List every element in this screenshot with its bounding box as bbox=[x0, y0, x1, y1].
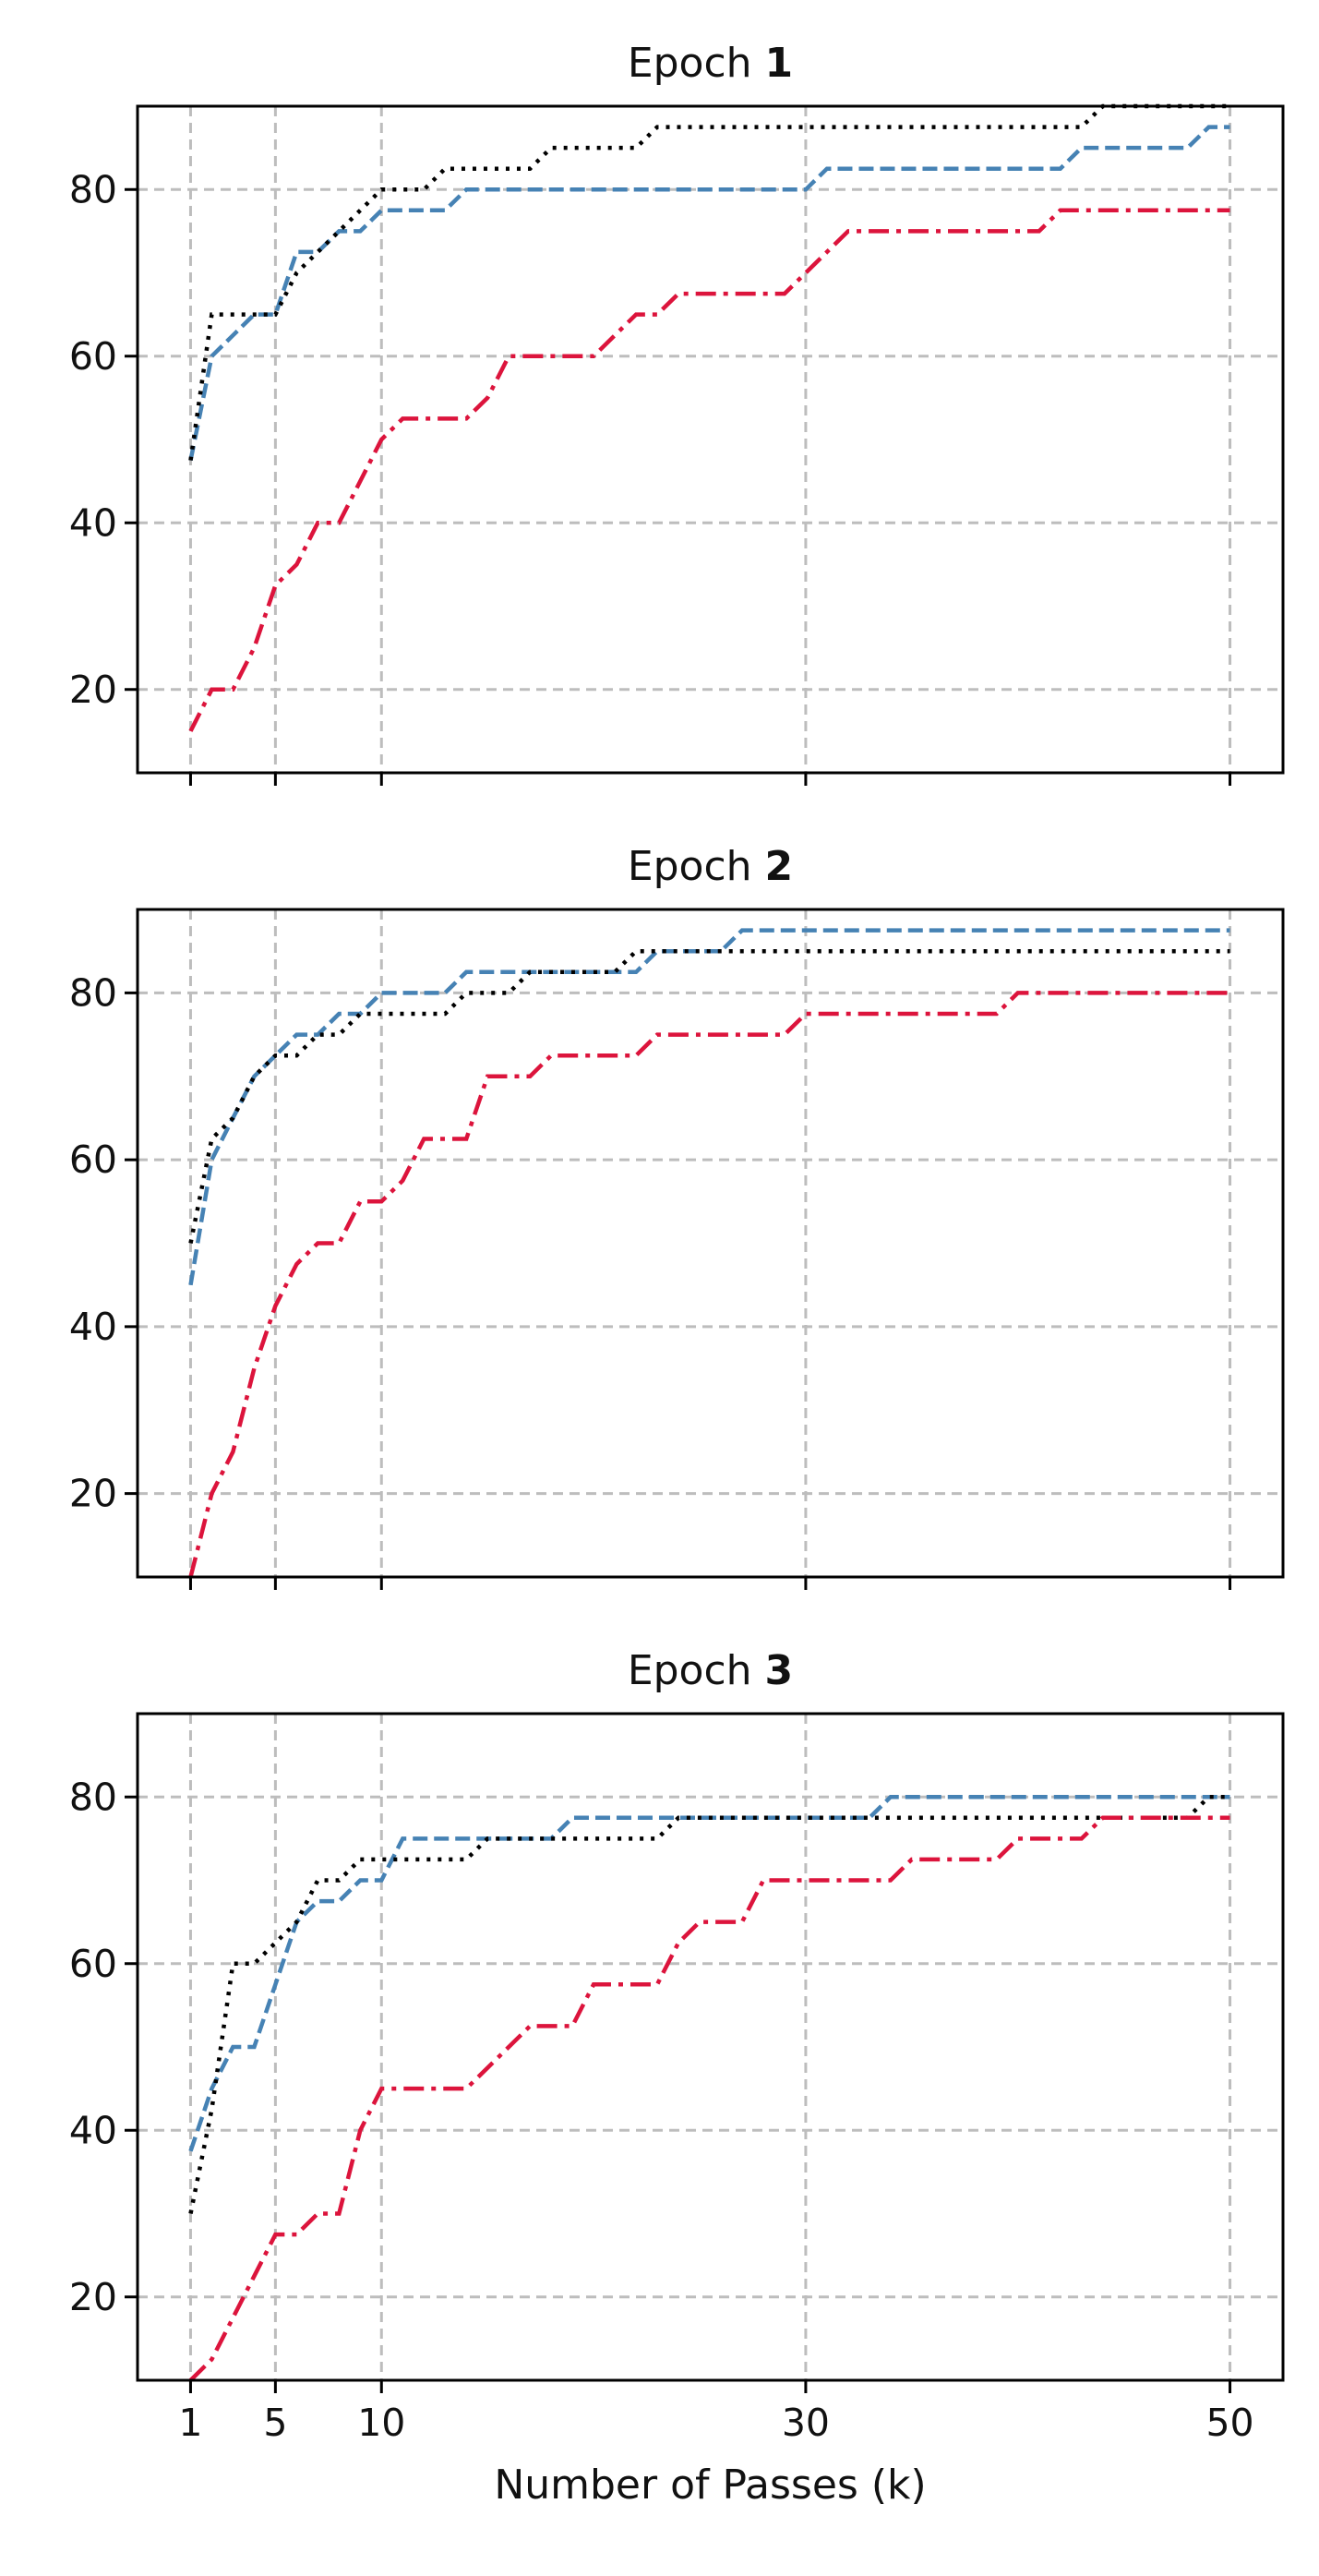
series-line-dashed bbox=[188, 125, 1230, 462]
y-tick-label: 60 bbox=[69, 334, 117, 379]
y-tick-label: 80 bbox=[69, 970, 117, 1015]
panel-epoch-1: Epoch 1 20 40 60 80 bbox=[69, 40, 1285, 786]
plot-frame bbox=[136, 1712, 1285, 2382]
y-tick-label: 60 bbox=[69, 1942, 117, 1986]
panel-title-number: 1 bbox=[765, 40, 794, 87]
series-line-dashdot bbox=[188, 991, 1230, 1578]
y-tick-label: 20 bbox=[69, 668, 117, 712]
panel-title: Epoch 1 bbox=[628, 40, 793, 87]
panel-title: Epoch 2 bbox=[628, 843, 793, 890]
x-tick-label: 5 bbox=[263, 2401, 287, 2445]
x-tick-label: 50 bbox=[1205, 2401, 1253, 2445]
series-line-dashed bbox=[188, 928, 1230, 1286]
panel-epoch-3: Epoch 3 1 5 10 30 50 20 40 60 80 Number of Passes … bbox=[69, 1647, 1285, 2509]
series-line-dotted bbox=[188, 103, 1230, 461]
panel-title-prefix: Epoch bbox=[628, 40, 765, 87]
y-tick-label: 60 bbox=[69, 1138, 117, 1182]
series-line-dashdot bbox=[188, 1815, 1230, 2382]
panel-title-number: 2 bbox=[765, 843, 794, 890]
y-tick-label: 80 bbox=[69, 1775, 117, 1819]
y-tick-label: 80 bbox=[69, 167, 117, 211]
x-axis-label: Number of Passes (k) bbox=[494, 2462, 926, 2509]
panel-title: Epoch 3 bbox=[628, 1647, 793, 1694]
panel-title-prefix: Epoch bbox=[628, 843, 765, 890]
plot-frame bbox=[136, 908, 1285, 1579]
y-tick-label: 40 bbox=[69, 500, 117, 545]
panel-title-number: 3 bbox=[765, 1647, 794, 1694]
panel-epoch-2: Epoch 2 20 40 60 80 bbox=[69, 843, 1285, 1590]
x-tick-label: 30 bbox=[782, 2401, 830, 2445]
y-tick-label: 40 bbox=[69, 1305, 117, 1349]
y-tick-label: 20 bbox=[69, 2275, 117, 2319]
plot-frame bbox=[136, 104, 1285, 775]
panel-title-prefix: Epoch bbox=[628, 1647, 765, 1694]
x-tick-label: 1 bbox=[178, 2401, 202, 2445]
series-line-dotted bbox=[188, 1795, 1230, 2214]
x-tick-label: 10 bbox=[357, 2401, 405, 2445]
y-tick-label: 40 bbox=[69, 2108, 117, 2152]
y-tick-label: 20 bbox=[69, 1472, 117, 1516]
